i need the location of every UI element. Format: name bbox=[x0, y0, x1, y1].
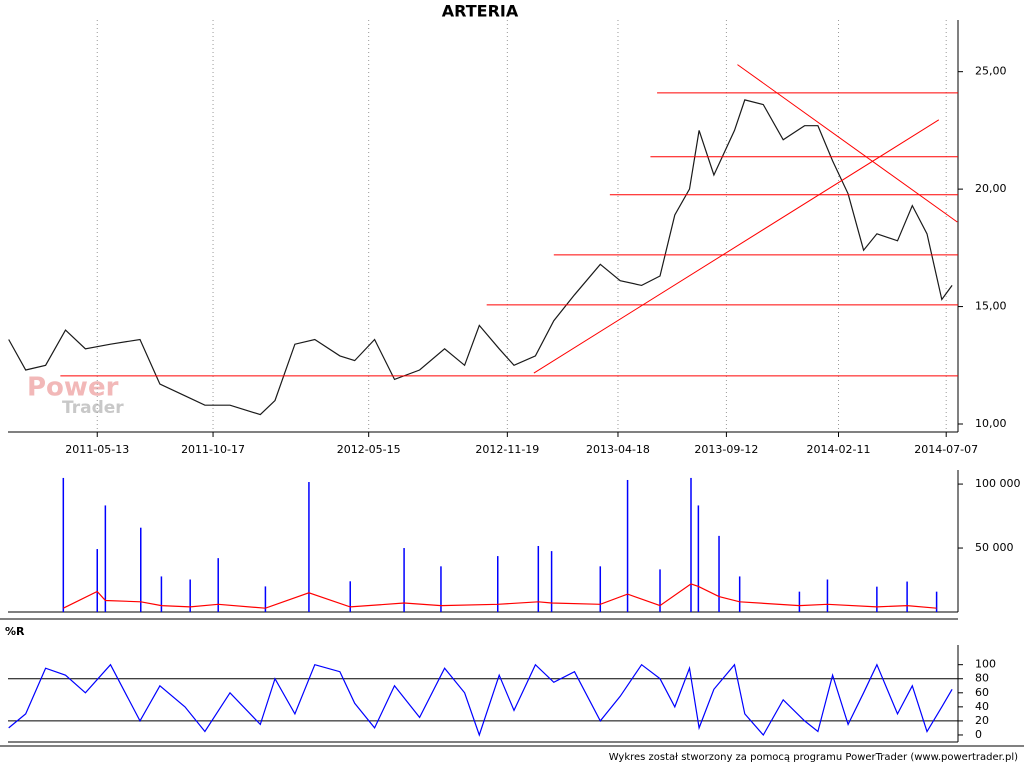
bar bbox=[497, 556, 499, 612]
bar bbox=[403, 548, 405, 612]
bar bbox=[550, 551, 553, 612]
x-tick-label: 2011-05-13 bbox=[65, 443, 129, 456]
trend-line bbox=[533, 119, 940, 374]
bar bbox=[160, 576, 163, 612]
panel-title: %R bbox=[5, 625, 25, 638]
y-tick-label: 100 bbox=[975, 658, 996, 671]
x-tick-label: 2012-11-19 bbox=[475, 443, 539, 456]
y-tick-label: 15,00 bbox=[975, 300, 1007, 313]
x-tick-label: 2013-09-12 bbox=[694, 443, 758, 456]
bar bbox=[349, 581, 351, 612]
bar bbox=[537, 545, 540, 612]
bar bbox=[697, 505, 700, 612]
bar bbox=[104, 505, 107, 612]
bar bbox=[906, 581, 908, 612]
bar bbox=[599, 566, 602, 612]
y-tick-label: 20,00 bbox=[975, 182, 1007, 195]
y-tick-label: 60 bbox=[975, 686, 989, 699]
x-tick-label: 2014-07-07 bbox=[914, 443, 978, 456]
y-tick-label: 80 bbox=[975, 672, 989, 685]
y-tick-label: 100 000 bbox=[975, 477, 1021, 490]
y-tick-label: 10,00 bbox=[975, 417, 1007, 430]
bar bbox=[718, 535, 720, 612]
footer: Wykres został stworzony za pomocą progra… bbox=[609, 752, 1018, 763]
bar bbox=[626, 479, 629, 612]
x-tick-label: 2011-10-17 bbox=[181, 443, 245, 456]
x-tick-label: 2012-05-15 bbox=[337, 443, 401, 456]
series-line bbox=[63, 583, 937, 609]
bar bbox=[217, 558, 219, 612]
watermark: Trader bbox=[62, 398, 124, 418]
y-tick-label: 20 bbox=[975, 714, 989, 727]
bar bbox=[798, 591, 801, 612]
bar bbox=[826, 579, 829, 612]
y-tick-label: 40 bbox=[975, 700, 989, 713]
bar bbox=[96, 549, 98, 612]
bar bbox=[935, 591, 938, 612]
bar bbox=[62, 477, 65, 612]
bar bbox=[308, 482, 310, 612]
bar bbox=[876, 586, 878, 612]
bar bbox=[189, 579, 191, 612]
series-line bbox=[8, 663, 953, 737]
chart-title: ARTERIA bbox=[442, 2, 519, 21]
x-tick-label: 2014-02-11 bbox=[807, 443, 871, 456]
bar bbox=[690, 477, 692, 612]
y-tick-label: 0 bbox=[975, 728, 982, 741]
bar bbox=[140, 527, 142, 612]
trend-line bbox=[737, 64, 958, 223]
series-line bbox=[8, 99, 953, 416]
bar bbox=[659, 569, 661, 612]
x-tick-label: 2013-04-18 bbox=[586, 443, 650, 456]
bar bbox=[738, 576, 741, 612]
y-tick-label: 25,00 bbox=[975, 65, 1007, 78]
watermark: Power bbox=[27, 373, 119, 403]
y-tick-label: 50 000 bbox=[975, 541, 1014, 554]
bar bbox=[440, 566, 442, 612]
bar bbox=[264, 586, 267, 612]
